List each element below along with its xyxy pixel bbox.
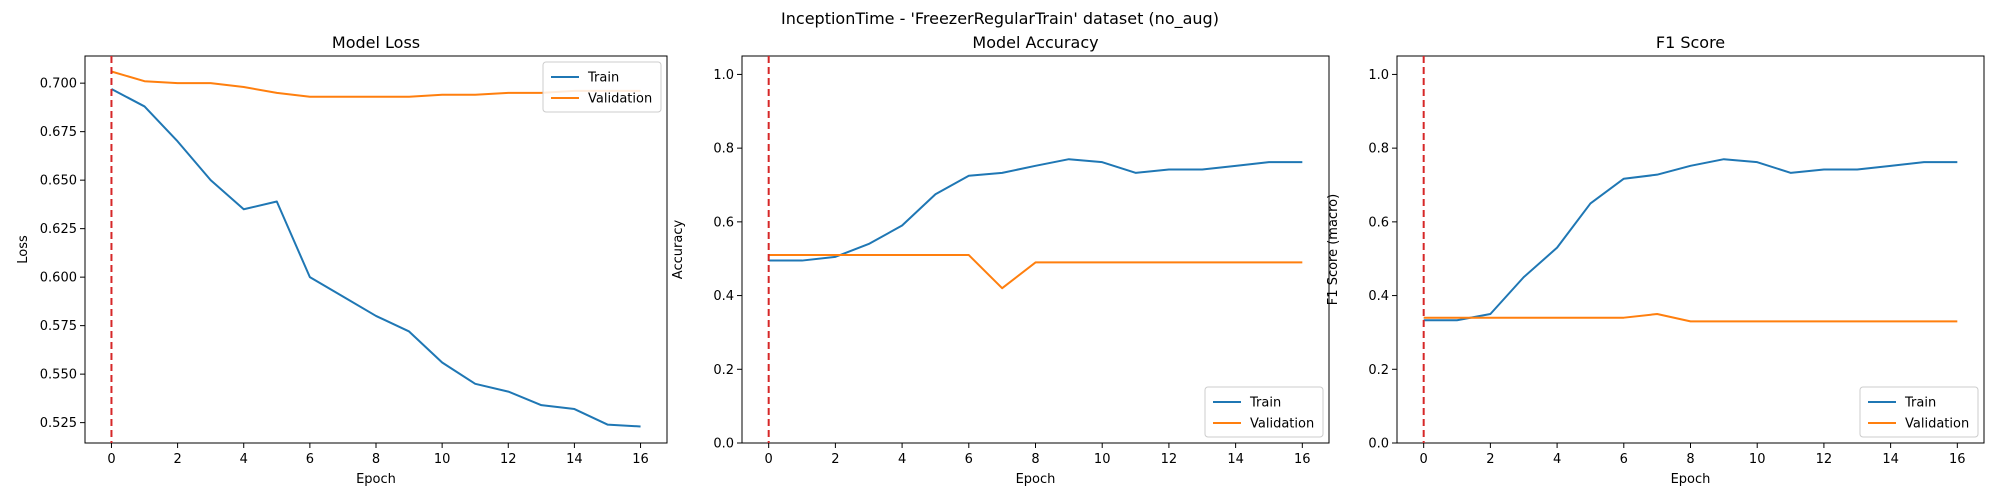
chart-f1-legend-label-validation: Validation: [1905, 417, 1969, 432]
chart-accuracy-xlabel: Epoch: [1016, 472, 1056, 487]
chart-f1-xtick-label: 8: [1686, 452, 1694, 467]
chart-f1-series-validation-line: [1423, 313, 1958, 323]
chart-loss-plot-frame: [84, 55, 668, 444]
chart-accuracy-xtick-label: 6: [965, 452, 973, 467]
chart-loss-xtick-label: 10: [434, 452, 451, 467]
chart-accuracy-xtick-label: 14: [1227, 452, 1244, 467]
chart-f1-xtick-label: 4: [1553, 452, 1561, 467]
chart-accuracy-ytick-label: 0.4: [713, 289, 734, 304]
chart-accuracy-ytick-label: 0.8: [713, 142, 734, 157]
chart-panel-loss: Model Loss 0 2 4 6 8 10 12 14 16 0.525 0.550 0.575 0.…: [16, 33, 668, 487]
chart-accuracy-xtick-label: 12: [1161, 452, 1178, 467]
chart-accuracy-legend-label-train: Train: [1249, 396, 1281, 411]
chart-f1-ytick-label: 0.0: [1368, 437, 1389, 452]
chart-loss-xtick-label: 14: [566, 452, 583, 467]
chart-loss-xtick-label: 0: [107, 452, 115, 467]
chart-f1-xtick-label: 0: [1420, 452, 1428, 467]
chart-loss-ytick-label: 0.550: [40, 368, 77, 383]
chart-f1-xlabel: Epoch: [1671, 472, 1711, 487]
chart-loss-xtick-label: 16: [632, 452, 649, 467]
chart-loss-ytick-label: 0.525: [40, 416, 77, 431]
chart-f1-xtick-label: 10: [1749, 452, 1766, 467]
chart-accuracy-series-train-line: [768, 158, 1303, 262]
chart-loss-xtick-label: 8: [372, 452, 380, 467]
chart-f1-title: F1 Score: [1656, 33, 1725, 52]
chart-f1-ytick-label: 0.8: [1368, 142, 1389, 157]
chart-loss-ytick-label: 0.675: [40, 125, 77, 140]
chart-loss-xtick-label: 6: [306, 452, 314, 467]
chart-accuracy-legend-box: [1204, 386, 1324, 438]
chart-loss-series-train-line: [110, 88, 641, 428]
chart-loss-xlabel: Epoch: [356, 472, 396, 487]
chart-loss-xtick-label: 12: [500, 452, 517, 467]
chart-loss-ytick-label: 0.650: [40, 174, 77, 189]
chart-f1-xtick-label: 16: [1949, 452, 1966, 467]
chart-f1-xtick-label: 14: [1882, 452, 1899, 467]
chart-loss-legend-label-validation: Validation: [588, 92, 652, 107]
chart-f1-xtick-label: 2: [1486, 452, 1494, 467]
chart-accuracy-plot-frame: [741, 55, 1330, 444]
chart-f1-legend-label-train: Train: [1904, 396, 1936, 411]
chart-accuracy-ytick-label: 0.6: [713, 215, 734, 230]
chart-loss-xtick-label: 4: [240, 452, 248, 467]
chart-panel-f1: F1 Score 0 2 4 6 8 10 12 14 16 0.0 0.2 0.4 0.6 0.8 1.0 E…: [1326, 33, 1985, 487]
chart-loss-ytick-label: 0.575: [40, 319, 77, 334]
chart-f1-xtick-label: 6: [1620, 452, 1628, 467]
chart-f1-ytick-label: 0.4: [1368, 289, 1389, 304]
chart-loss-legend: Train Validation: [542, 61, 662, 113]
chart-accuracy-series-validation-line: [768, 254, 1303, 290]
chart-accuracy-xtick-label: 2: [831, 452, 839, 467]
chart-f1-legend: Train Validation: [1859, 386, 1979, 438]
figure-suptitle: InceptionTime - 'FreezerRegularTrain' da…: [781, 9, 1219, 29]
chart-f1-legend-box: [1859, 386, 1979, 438]
chart-loss-legend-box: [542, 61, 662, 113]
chart-loss-ylabel: Loss: [16, 235, 31, 264]
chart-accuracy-ytick-label: 0.2: [713, 363, 734, 378]
chart-loss-ytick-label: 0.625: [40, 222, 77, 237]
chart-accuracy-xtick-label: 8: [1031, 452, 1039, 467]
chart-accuracy-xtick-label: 16: [1294, 452, 1311, 467]
chart-panel-accuracy: Model Accuracy 0 2 4 6 8 10 12 14 16 0.0 0.2 0.4 0.6 0…: [671, 33, 1330, 487]
chart-accuracy-legend: Train Validation: [1204, 386, 1324, 438]
chart-f1-xtick-label: 12: [1816, 452, 1833, 467]
chart-accuracy-xtick-label: 4: [898, 452, 906, 467]
chart-f1-ylabel: F1 Score (macro): [1326, 194, 1341, 305]
chart-f1-series-train-line: [1423, 158, 1958, 322]
chart-loss-ytick-label: 0.600: [40, 271, 77, 286]
chart-accuracy-title: Model Accuracy: [972, 33, 1098, 52]
chart-f1-ytick-label: 0.2: [1368, 363, 1389, 378]
chart-accuracy-xtick-label: 0: [765, 452, 773, 467]
chart-accuracy-xtick-label: 10: [1094, 452, 1111, 467]
chart-accuracy-ytick-label: 1.0: [713, 68, 734, 83]
chart-accuracy-ylabel: Accuracy: [671, 220, 686, 280]
chart-loss-xtick-label: 2: [173, 452, 181, 467]
chart-loss-legend-label-train: Train: [587, 71, 619, 86]
chart-accuracy-ytick-label: 0.0: [713, 437, 734, 452]
chart-loss-title: Model Loss: [332, 33, 420, 52]
chart-f1-ytick-label: 1.0: [1368, 68, 1389, 83]
chart-accuracy-legend-label-validation: Validation: [1250, 417, 1314, 432]
chart-f1-plot-frame: [1396, 55, 1985, 444]
chart-loss-ytick-label: 0.700: [40, 77, 77, 92]
chart-f1-ytick-label: 0.6: [1368, 215, 1389, 230]
